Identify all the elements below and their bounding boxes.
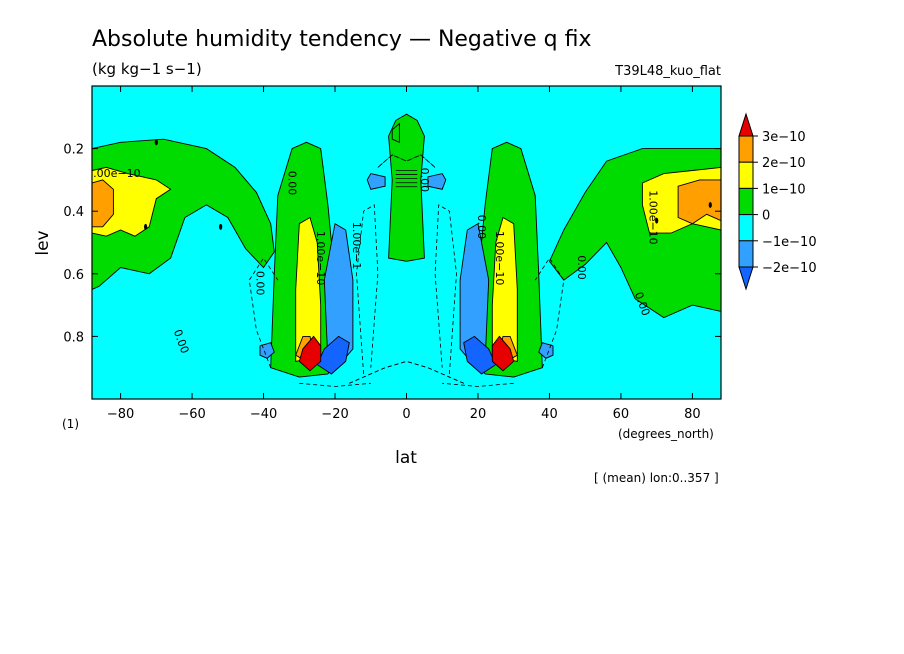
negative-contour: [299, 382, 371, 387]
y-tick-label: 0.6: [63, 268, 84, 283]
negative-contour: [377, 154, 436, 168]
contour-label: 0.00: [475, 215, 488, 240]
x-axis-units: (degrees_north): [618, 427, 714, 441]
negative-contour: [377, 154, 436, 168]
x-tick-label: −40: [250, 407, 277, 422]
colorbar-bottom-arrow: [738, 266, 754, 291]
contour-dot: [655, 217, 659, 224]
contour-dot: [219, 223, 223, 230]
colorbar-swatch: [738, 214, 754, 242]
negative-contour: [434, 204, 457, 375]
sh-equatorial-negative: [366, 173, 386, 190]
contour-dot: [708, 201, 712, 208]
colorbar-swatch: [738, 187, 754, 216]
colorbar-label: −2e−10: [762, 261, 817, 276]
negative-contour: [442, 382, 514, 387]
contour-label-layer: 1.00e−10 0.00 1.00e−10 1.00e−1 0.00 0.00 0.00 0…: [86, 167, 660, 355]
sh-polar-max: [92, 179, 114, 228]
contour-label: 0.00: [286, 171, 299, 196]
negative-contour: [356, 204, 379, 375]
x-tick-label: −20: [321, 407, 348, 422]
chart-title: Absolute humidity tendency — Negative q …: [92, 27, 592, 52]
colorbar-swatch: [738, 240, 754, 268]
contour-dot: [154, 139, 158, 146]
nh-negative-core: [463, 335, 497, 375]
x-tick-label: 20: [470, 407, 487, 422]
contour-label: 1.00e−10: [86, 167, 140, 180]
equatorial-plume-top: [391, 122, 400, 143]
colorbar-label: 0: [762, 209, 770, 224]
colorbar-label: 2e−10: [762, 156, 806, 171]
x-tick-label: −80: [107, 407, 134, 422]
colorbar-label: 1e−10: [762, 182, 806, 197]
averaging-note: [ (mean) lon:0..357 ]: [594, 471, 719, 485]
sh-negative-blob: [259, 342, 275, 359]
y-tick-label: 0.4: [63, 205, 84, 220]
colorbar-swatch: [738, 161, 754, 189]
x-tick-label: −60: [178, 407, 205, 422]
x-axis-label: lat: [395, 448, 417, 468]
nh-subtropical-max: [491, 335, 515, 372]
chart-units: (kg kg−1 s−1): [92, 60, 202, 78]
nh-negative-blob: [538, 342, 554, 359]
equatorial-plume: [388, 113, 425, 262]
colorbar-swatch: [738, 135, 754, 163]
colorbar-label: 3e−10: [762, 130, 806, 145]
colorbar-top-arrow: [738, 112, 754, 137]
colorbar: 3e−10 2e−10 1e−10 0 −1e−10 −2e−10: [738, 112, 817, 291]
contour-label: 1.00e−10: [493, 231, 506, 285]
sh-subtropical-max: [298, 335, 322, 372]
sh-polar-yellow: [92, 166, 172, 237]
colorbar-label: −1e−10: [762, 235, 817, 250]
contour-label: 1.00e−1: [350, 222, 363, 269]
contour-layer: [248, 154, 565, 387]
y-tick-label: 0.2: [63, 143, 84, 158]
contour-label: 0.00: [253, 271, 266, 296]
field-layer: [92, 113, 721, 378]
x-tick-label: 40: [541, 407, 558, 422]
y-axis-label: lev: [33, 230, 53, 255]
plot-area: 1.00e−10 0.00 1.00e−10 1.00e−1 0.00 0.00 0.00 0…: [86, 86, 721, 399]
y-axis: 0.2 0.4 0.6 0.8: [63, 143, 721, 345]
contour-label: 1.00e−10: [647, 190, 660, 244]
x-axis: −80 −60 −40 −20 0 20 40 60 80: [107, 86, 701, 422]
nh-equatorial-negative: [427, 173, 447, 190]
run-label: T39L48_kuo_flat: [614, 64, 721, 79]
x-tick-label: 60: [613, 407, 630, 422]
contour-label: 0.00: [575, 255, 588, 280]
contour-dot: [144, 223, 148, 230]
sh-negative-core: [316, 335, 350, 375]
nh-polar-max: [677, 179, 721, 225]
y-axis-units: (1): [62, 417, 79, 431]
y-tick-label: 0.8: [63, 330, 84, 345]
contour-label: 1.00e−10: [314, 231, 327, 285]
contour-label: 0.00: [418, 168, 431, 193]
x-tick-label: 0: [402, 407, 410, 422]
x-tick-label: 80: [684, 407, 701, 422]
